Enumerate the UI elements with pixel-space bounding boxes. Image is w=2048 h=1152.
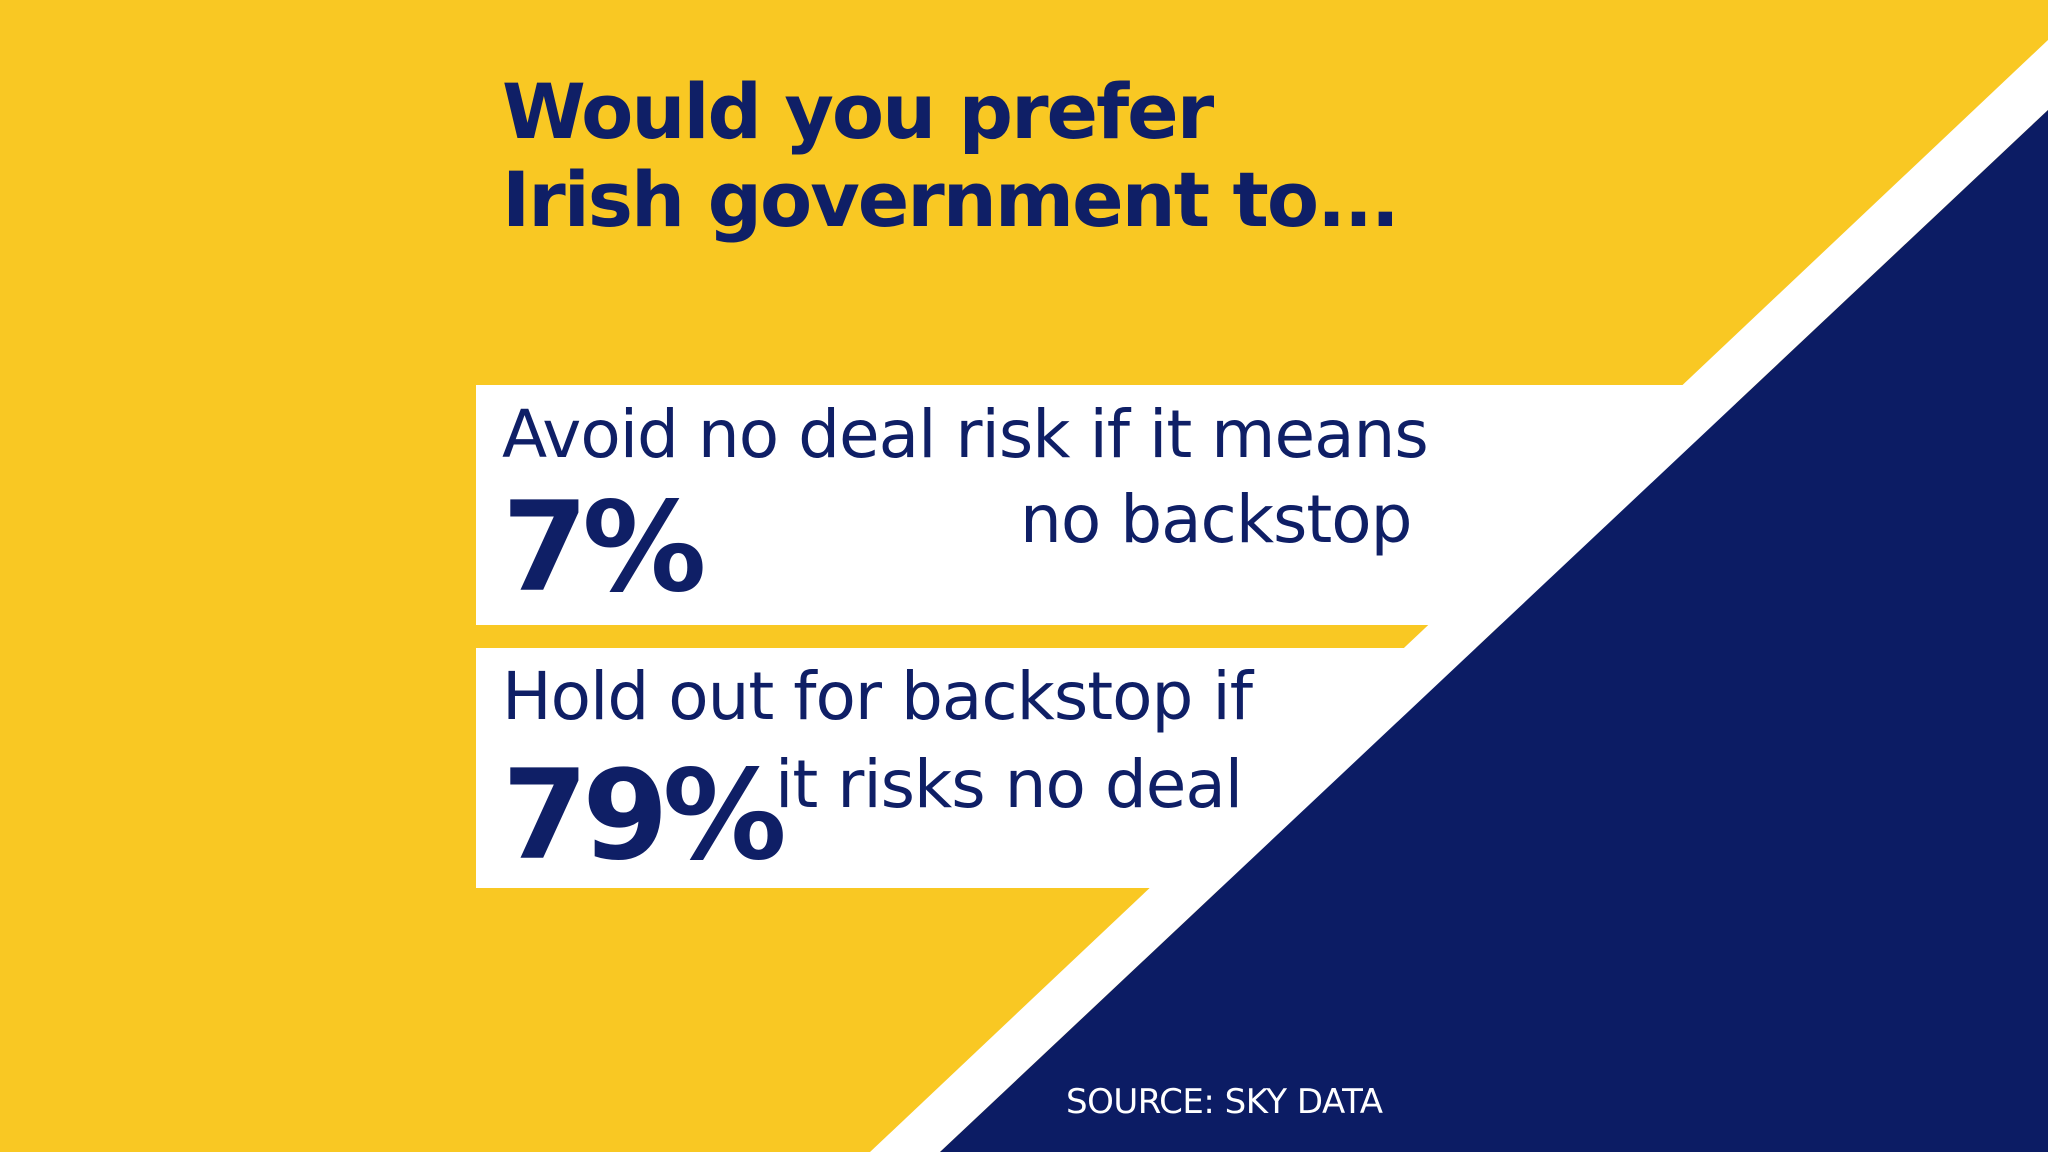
white-diagonal-stripe [870, 40, 2048, 1152]
headline-line-2: Irish government to... [502, 155, 1400, 244]
option-2-text-line-2: it risks no deal [775, 746, 1243, 823]
source-credit: SOURCE: SKY DATA [1066, 1082, 1383, 1122]
option-1-percent: 7% [502, 476, 707, 620]
navy-diagonal-panel [940, 110, 2048, 1152]
option-2-text-line-1: Hold out for backstop if [502, 658, 1253, 735]
headline-question: Would you prefer Irish government to... [502, 67, 1400, 244]
option-1-text-line-2: no backstop [1020, 481, 1413, 558]
headline-line-1: Would you prefer [502, 67, 1214, 156]
option-1-text-line-1: Avoid no deal risk if it means [502, 396, 1429, 473]
option-2-percent: 79% [502, 744, 787, 888]
